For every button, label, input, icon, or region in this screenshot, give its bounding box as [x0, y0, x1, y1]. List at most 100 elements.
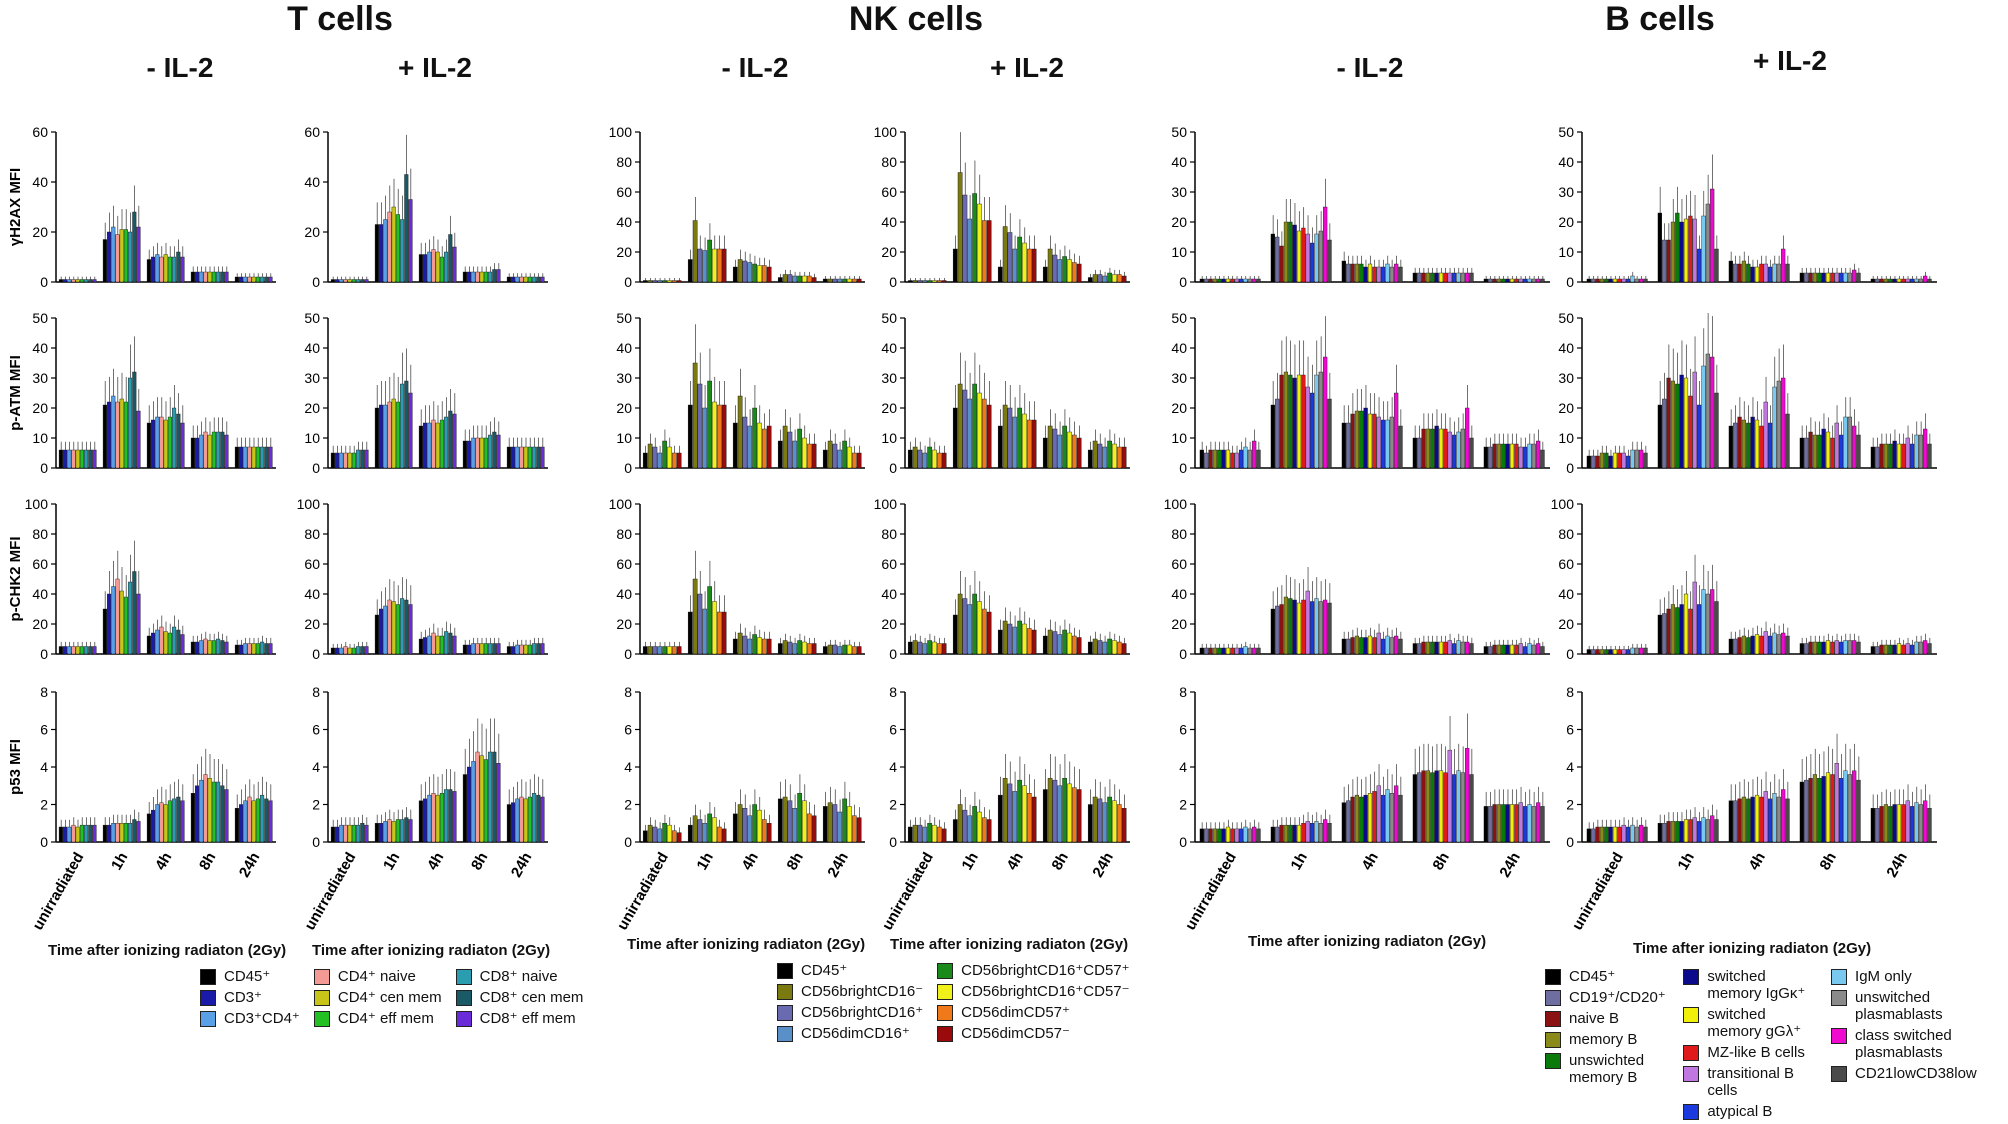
- bar: [243, 276, 248, 283]
- bar: [418, 800, 423, 843]
- bar: [832, 644, 838, 655]
- legend-label: CD45⁺: [224, 968, 271, 985]
- legend-swatch: [777, 1026, 793, 1042]
- y-tick-label: 50: [1558, 124, 1574, 140]
- bar: [523, 798, 528, 843]
- bar: [1022, 413, 1027, 469]
- legend-swatch: [937, 1026, 954, 1042]
- bar: [107, 593, 112, 655]
- bar: [761, 428, 767, 469]
- legend-swatch: [1683, 1007, 1700, 1023]
- legend-column: CD45⁺ CD56brightCD16⁻ CD56brightCD16⁺ CD56d…: [777, 962, 923, 1046]
- bar: [1002, 226, 1008, 283]
- x-tick-label: 4h: [1358, 850, 1381, 874]
- bar: [1062, 629, 1067, 655]
- bar: [1892, 278, 1897, 283]
- bar: [757, 265, 762, 283]
- bar: [1496, 278, 1502, 283]
- bar: [351, 824, 356, 843]
- bar: [1323, 356, 1328, 469]
- y-tick-label: 0: [624, 834, 632, 850]
- legend-label: CD56brightCD16⁺: [801, 1004, 924, 1021]
- bar: [239, 804, 244, 843]
- bar: [216, 271, 221, 283]
- y-tick-label: 0: [1566, 646, 1574, 662]
- bar: [1301, 227, 1306, 283]
- y-tick-label: 6: [1179, 722, 1187, 738]
- legend-swatch: [455, 1011, 472, 1027]
- bar: [787, 641, 793, 655]
- x-tick-label: 1h: [958, 850, 981, 874]
- bar: [1057, 434, 1063, 469]
- x-tick-label: 4h: [152, 850, 175, 874]
- bar: [84, 824, 89, 843]
- legend-label: CD4⁺ eff mem: [337, 1010, 434, 1027]
- bar: [757, 809, 762, 843]
- bar: [1350, 796, 1355, 843]
- bar: [1714, 601, 1719, 655]
- bar: [822, 806, 828, 843]
- legend-label: CD19⁺/CD20⁺: [1569, 989, 1666, 1006]
- y-tick-label: 80: [881, 526, 897, 542]
- bar: [802, 800, 807, 843]
- bar: [1737, 637, 1742, 655]
- bar: [1772, 263, 1777, 283]
- bar: [1621, 278, 1626, 283]
- bar: [1759, 263, 1764, 283]
- bar: [1630, 449, 1635, 469]
- bar: [1301, 599, 1306, 655]
- bar: [671, 646, 677, 655]
- bar: [702, 608, 708, 655]
- bar: [1385, 635, 1390, 655]
- bar: [981, 398, 987, 469]
- bar: [195, 785, 200, 843]
- bar: [251, 800, 256, 843]
- xlabel-t-plus: Time after ionizing radiaton (2Gy): [312, 942, 551, 959]
- bar: [1279, 374, 1284, 469]
- bar: [374, 407, 379, 469]
- bar: [851, 278, 857, 283]
- bar: [1421, 428, 1426, 469]
- bar: [847, 278, 852, 283]
- bar: [716, 248, 722, 283]
- y-tick-label: 40: [616, 586, 632, 602]
- bar: [806, 443, 812, 469]
- bar: [662, 646, 667, 655]
- bar: [1071, 434, 1077, 469]
- bar: [1204, 452, 1209, 469]
- bar: [102, 824, 107, 843]
- y-tick-label: 30: [1558, 184, 1574, 200]
- bar: [811, 277, 817, 283]
- bar: [448, 632, 453, 655]
- bar: [1688, 819, 1693, 843]
- legend-label: CD3⁺: [224, 989, 262, 1006]
- bar: [777, 277, 783, 283]
- bar: [1199, 449, 1204, 469]
- bar: [1662, 613, 1667, 655]
- y-axis-label: γH2AX MFI: [7, 168, 24, 246]
- bar: [907, 826, 913, 843]
- bar: [1821, 776, 1826, 843]
- bar: [506, 804, 511, 843]
- bar: [146, 259, 151, 283]
- bar: [1270, 608, 1275, 655]
- bar: [1283, 221, 1289, 283]
- bar: [1042, 635, 1048, 655]
- bar: [1501, 443, 1506, 469]
- bar: [1438, 770, 1444, 843]
- bar: [747, 425, 753, 469]
- bar: [716, 611, 722, 655]
- bar: [527, 644, 532, 655]
- bar: [716, 826, 722, 843]
- legend-column: CD4⁺ naive CD4⁺ cen mem CD4⁺ eff mem: [313, 968, 442, 1031]
- bar: [1425, 272, 1431, 283]
- bar: [662, 440, 667, 469]
- bar: [1460, 272, 1465, 283]
- bar: [1923, 800, 1928, 843]
- bar: [1247, 647, 1252, 655]
- bar: [1759, 425, 1764, 469]
- bar: [1460, 428, 1465, 469]
- y-tick-label: 30: [1171, 184, 1187, 200]
